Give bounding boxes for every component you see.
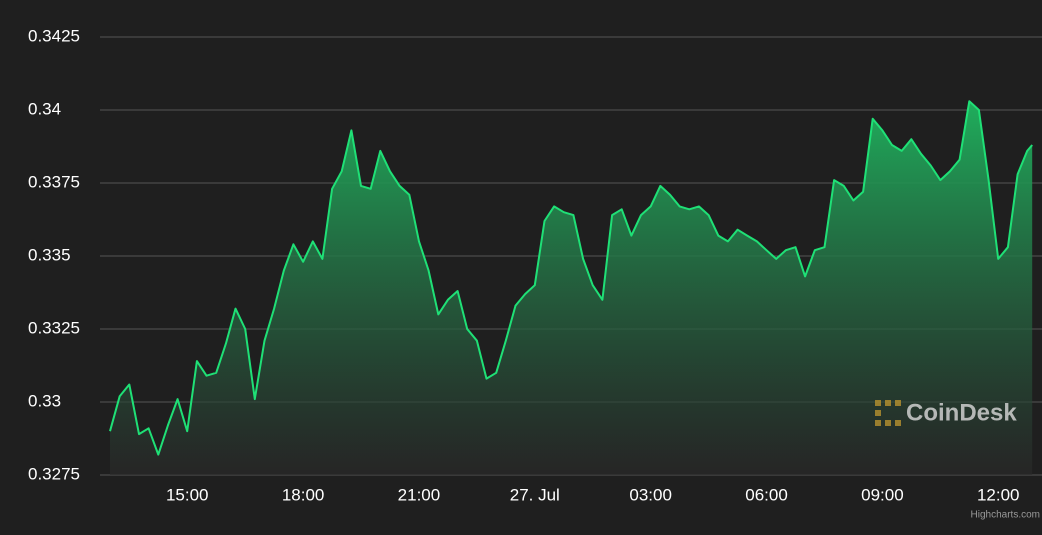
- x-tick-label: 18:00: [282, 485, 325, 504]
- price-line: [109, 100, 1033, 456]
- y-tick-label: 0.3375: [28, 172, 80, 191]
- watermark-logo: [875, 400, 901, 426]
- y-tick-label: 0.34: [28, 99, 61, 118]
- credits[interactable]: Highcharts.com: [971, 510, 1040, 521]
- x-tick-label: 09:00: [861, 485, 904, 504]
- area-fill: [110, 101, 1033, 475]
- x-tick-label: 15:00: [166, 485, 209, 504]
- y-tick-label: 0.33: [28, 391, 61, 410]
- x-tick-label: 12:00: [977, 485, 1020, 504]
- y-tick-label: 0.3425: [28, 26, 80, 45]
- y-tick-label: 0.3325: [28, 318, 80, 337]
- x-tick-label: 06:00: [745, 485, 788, 504]
- y-tick-label: 0.335: [28, 245, 71, 264]
- plot-area: [109, 100, 1033, 475]
- x-tick-label: 27. Jul: [510, 485, 560, 504]
- x-tick-label: 03:00: [629, 485, 672, 504]
- watermark: CoinDesk: [906, 399, 1017, 426]
- y-tick-label: 0.3275: [28, 464, 80, 483]
- x-tick-label: 21:00: [398, 485, 441, 504]
